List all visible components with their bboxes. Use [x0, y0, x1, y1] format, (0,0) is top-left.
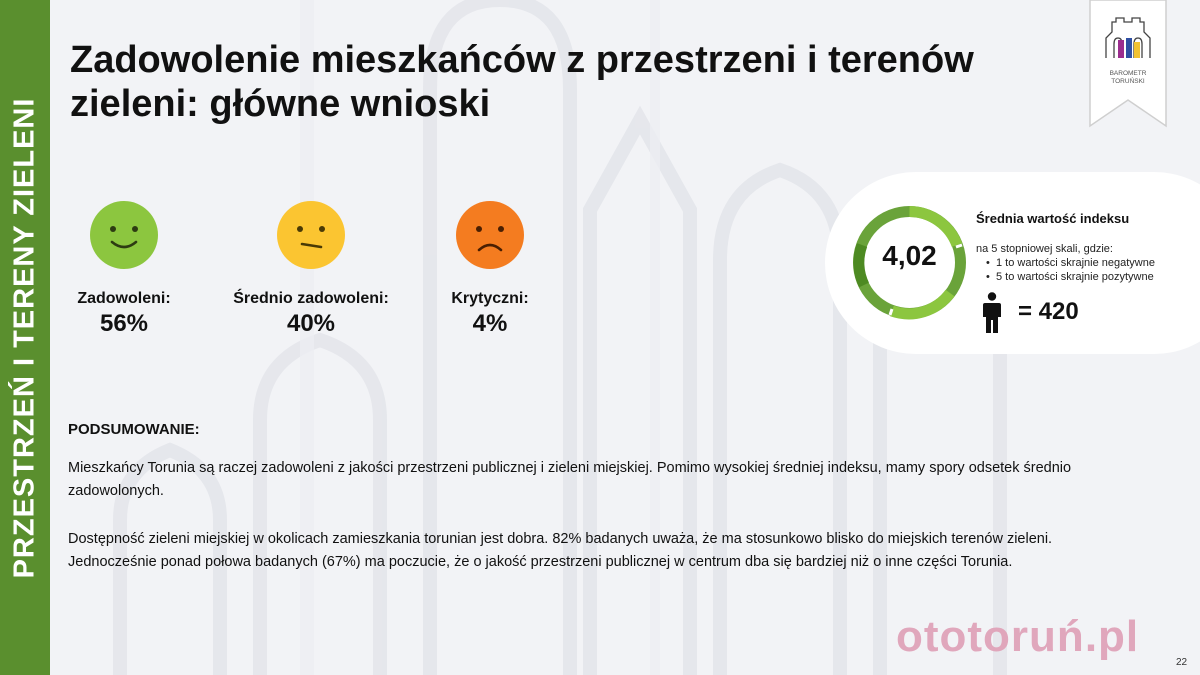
sample-size: = 420	[1018, 298, 1079, 325]
satisfied-stat: Zadowoleni: 56%	[34, 200, 214, 338]
index-title: Średnia wartość indeksu	[976, 211, 1130, 226]
watermark: ototoruń.pl	[896, 612, 1140, 661]
summary-paragraph-2: Dostępność zieleni miejskiej w okolicach…	[68, 531, 1053, 570]
logo-ribbon-icon	[1089, 0, 1167, 128]
sad-face-icon	[456, 201, 524, 269]
index-value: 4,02	[882, 240, 937, 271]
critical-stat: Krytyczni: 4%	[400, 200, 580, 338]
page-number: 22	[1176, 657, 1188, 668]
index-scale-note: na 5 stopniowej skali, gdzie:	[976, 243, 1113, 255]
person-icon	[983, 292, 1001, 333]
neutral-stat: Średnio zadowoleni: 40%	[221, 200, 401, 338]
section-sidebar: PRZESTRZEŃ I TERENY ZIELENI	[0, 0, 50, 675]
page-title: Zadowolenie mieszkańców z przestrzeni i …	[70, 39, 974, 125]
index-bullet: 1 to wartości skrajnie negatywne	[986, 256, 1155, 270]
index-bullet: 5 to wartości skrajnie pozytywne	[986, 270, 1155, 284]
index-description: na 5 stopniowej skali, gdzie: 1 to warto…	[976, 242, 1155, 284]
logo-text-line2: TORUŃSKI	[1111, 78, 1145, 85]
section-label: PRZESTRZEŃ I TERENY ZIELENI	[8, 97, 41, 579]
satisfied-value: 56%	[99, 310, 149, 337]
index-ring-icon	[853, 206, 966, 320]
satisfied-label: Zadowoleni:	[77, 290, 171, 307]
neutral-label: Średnio zadowoleni:	[233, 290, 389, 307]
neutral-value: 40%	[286, 310, 336, 337]
critical-value: 4%	[472, 310, 508, 337]
critical-label: Krytyczni:	[451, 290, 529, 307]
neutral-face-icon	[277, 201, 345, 269]
summary-paragraph-1: Mieszkańcy Torunia są raczej zadowoleni …	[68, 460, 1072, 499]
summary-heading: PODSUMOWANIE:	[68, 421, 200, 438]
barometr-logo: BAROMETR TORUŃSKI	[1088, 0, 1168, 130]
logo-text-line1: BAROMETR	[1109, 70, 1147, 77]
happy-face-icon	[90, 201, 158, 269]
